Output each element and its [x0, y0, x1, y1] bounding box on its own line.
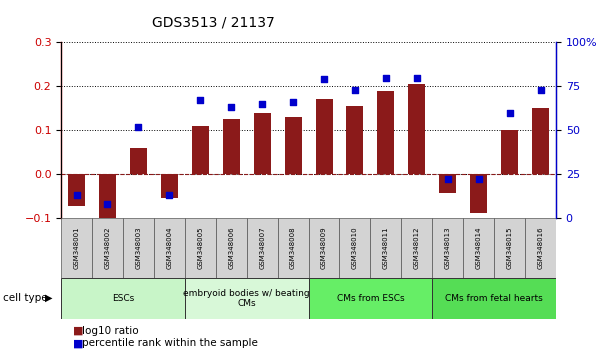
Point	[103, 201, 112, 206]
Text: embryoid bodies w/ beating
CMs: embryoid bodies w/ beating CMs	[183, 289, 310, 308]
Bar	[247, 218, 277, 278]
Text: GSM348008: GSM348008	[290, 227, 296, 269]
Point	[443, 176, 453, 182]
Point	[474, 176, 483, 182]
Point	[412, 75, 422, 80]
Text: CMs from fetal hearts: CMs from fetal hearts	[445, 294, 543, 303]
Bar	[61, 278, 185, 319]
Text: GSM348012: GSM348012	[414, 227, 420, 269]
Bar	[185, 218, 216, 278]
Bar	[254, 113, 271, 174]
Text: GSM348003: GSM348003	[136, 227, 141, 269]
Bar	[61, 218, 92, 278]
Text: ■: ■	[73, 326, 84, 336]
Point	[288, 99, 298, 105]
Bar	[525, 218, 556, 278]
Text: GSM348006: GSM348006	[229, 227, 234, 269]
Text: ■: ■	[73, 338, 84, 348]
Bar	[370, 218, 401, 278]
Text: ▶: ▶	[45, 293, 53, 303]
Bar	[185, 278, 309, 319]
Bar	[130, 148, 147, 174]
Text: GSM348007: GSM348007	[259, 227, 265, 269]
Bar	[433, 278, 556, 319]
Bar	[68, 174, 85, 206]
Text: GSM348016: GSM348016	[538, 227, 544, 269]
Point	[134, 124, 144, 130]
Bar	[315, 99, 332, 174]
Bar	[285, 117, 302, 174]
Text: GSM348004: GSM348004	[166, 227, 172, 269]
Text: GSM348011: GSM348011	[383, 227, 389, 269]
Bar	[309, 278, 433, 319]
Bar	[470, 174, 487, 213]
Bar	[92, 218, 123, 278]
Bar	[309, 218, 340, 278]
Text: GSM348013: GSM348013	[445, 227, 451, 269]
Bar	[439, 174, 456, 193]
Point	[381, 75, 391, 80]
Point	[71, 192, 81, 198]
Point	[226, 104, 236, 110]
Text: GSM348014: GSM348014	[476, 227, 481, 269]
Text: GSM348015: GSM348015	[507, 227, 513, 269]
Bar	[408, 84, 425, 174]
Point	[505, 110, 514, 115]
Bar	[433, 218, 463, 278]
Bar	[223, 119, 240, 174]
Text: GSM348009: GSM348009	[321, 227, 327, 269]
Bar	[161, 174, 178, 198]
Text: GSM348002: GSM348002	[104, 227, 111, 269]
Bar	[216, 218, 247, 278]
Point	[196, 97, 205, 103]
Point	[536, 87, 546, 93]
Bar	[378, 91, 394, 174]
Bar	[99, 174, 116, 224]
Bar	[277, 218, 309, 278]
Text: GSM348005: GSM348005	[197, 227, 203, 269]
Text: GSM348010: GSM348010	[352, 227, 358, 269]
Text: cell type: cell type	[3, 293, 48, 303]
Text: CMs from ESCs: CMs from ESCs	[337, 294, 404, 303]
Text: GDS3513 / 21137: GDS3513 / 21137	[153, 16, 275, 30]
Bar	[401, 218, 433, 278]
Text: GSM348001: GSM348001	[73, 227, 79, 269]
Bar	[463, 218, 494, 278]
Point	[164, 192, 174, 198]
Bar	[340, 218, 370, 278]
Text: ESCs: ESCs	[112, 294, 134, 303]
Text: log10 ratio: log10 ratio	[82, 326, 139, 336]
Bar	[532, 108, 549, 174]
Point	[257, 101, 267, 107]
Point	[319, 76, 329, 82]
Text: percentile rank within the sample: percentile rank within the sample	[82, 338, 258, 348]
Bar	[494, 218, 525, 278]
Bar	[346, 106, 364, 174]
Bar	[192, 126, 209, 174]
Bar	[154, 218, 185, 278]
Point	[350, 87, 360, 93]
Bar	[501, 130, 518, 174]
Bar	[123, 218, 154, 278]
